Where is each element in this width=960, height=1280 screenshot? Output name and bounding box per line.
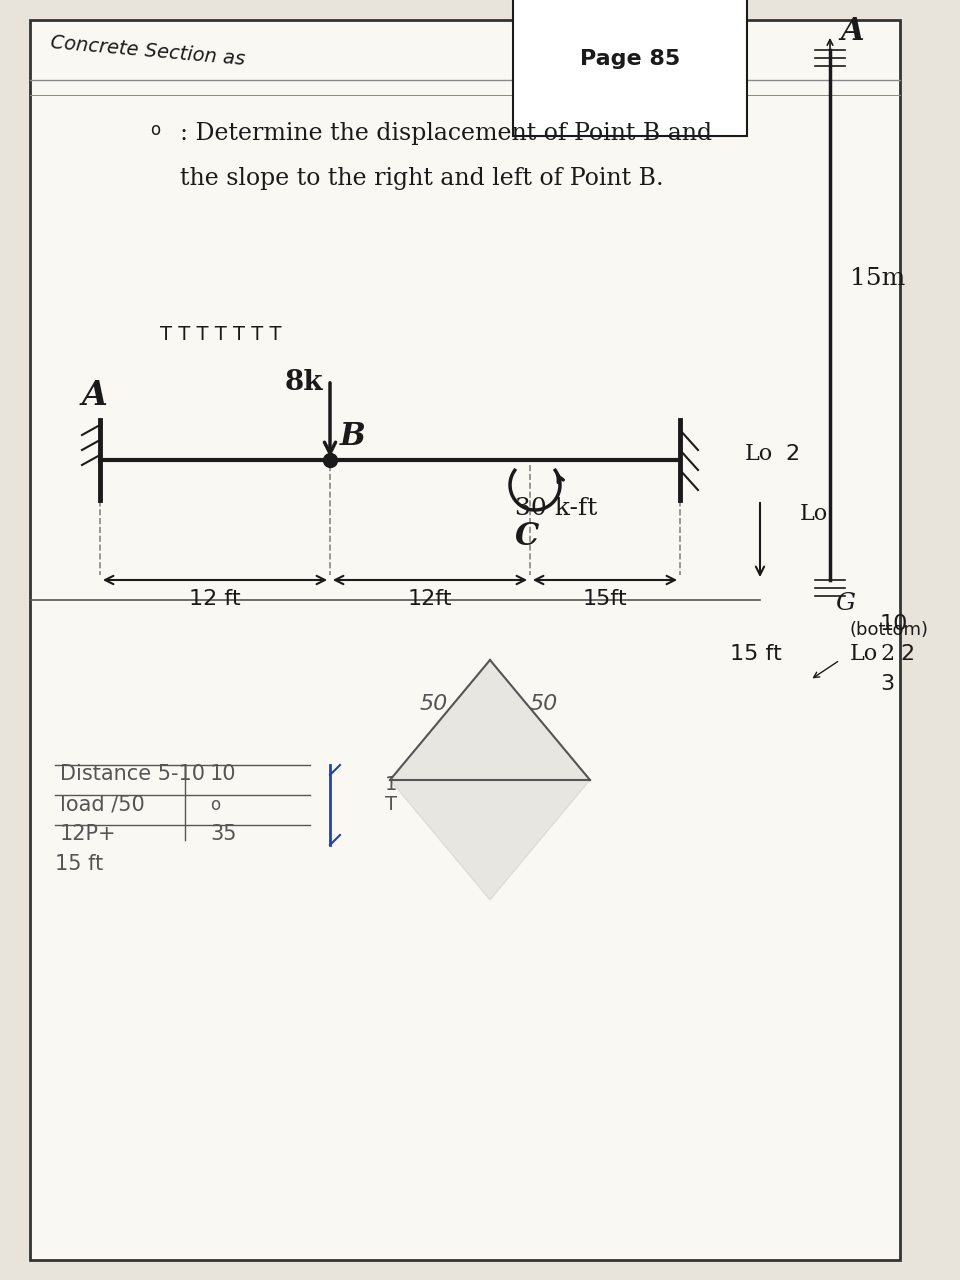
Text: 12P+: 12P+ [60, 824, 116, 844]
Text: 10: 10 [210, 764, 236, 783]
Text: A: A [840, 17, 864, 47]
Text: 12 ft: 12 ft [189, 589, 241, 609]
Text: C: C [515, 521, 540, 552]
Text: load /50: load /50 [60, 794, 145, 814]
Text: Lo: Lo [745, 443, 773, 465]
Text: 8k: 8k [285, 369, 324, 396]
Text: : Determine the displacement of Point B and: : Determine the displacement of Point B … [180, 122, 712, 145]
Text: 15 ft: 15 ft [55, 854, 104, 874]
Polygon shape [390, 660, 590, 900]
Text: G: G [835, 591, 855, 614]
Text: Lo: Lo [800, 503, 828, 525]
Text: 50: 50 [420, 694, 448, 714]
Text: o: o [150, 122, 160, 140]
Text: 12ft: 12ft [408, 589, 452, 609]
Text: 2: 2 [880, 643, 894, 666]
Text: 30 k-ft: 30 k-ft [515, 497, 597, 520]
Text: T T T T T T T: T T T T T T T [160, 325, 281, 344]
Text: 50: 50 [530, 694, 559, 714]
Text: 15 ft: 15 ft [730, 644, 781, 664]
Text: 1: 1 [385, 774, 397, 794]
Text: Lo: Lo [850, 643, 878, 666]
Text: 15m: 15m [850, 268, 905, 291]
Text: B: B [340, 421, 366, 452]
Text: (bottom): (bottom) [850, 621, 929, 639]
Text: 35: 35 [210, 824, 236, 844]
Text: T: T [385, 795, 397, 814]
FancyBboxPatch shape [30, 20, 900, 1260]
Text: Concrete Section as: Concrete Section as [50, 33, 246, 69]
Text: o: o [210, 796, 220, 814]
Text: Page 85: Page 85 [580, 49, 681, 69]
Text: 2: 2 [785, 444, 799, 465]
Text: 2: 2 [900, 644, 914, 664]
Text: Distance 5-10: Distance 5-10 [60, 764, 205, 783]
Text: 3: 3 [880, 675, 894, 694]
Text: 10: 10 [880, 614, 908, 634]
Text: A: A [82, 379, 108, 412]
Text: 15ft: 15ft [583, 589, 627, 609]
Text: the slope to the right and left of Point B.: the slope to the right and left of Point… [180, 166, 663, 189]
